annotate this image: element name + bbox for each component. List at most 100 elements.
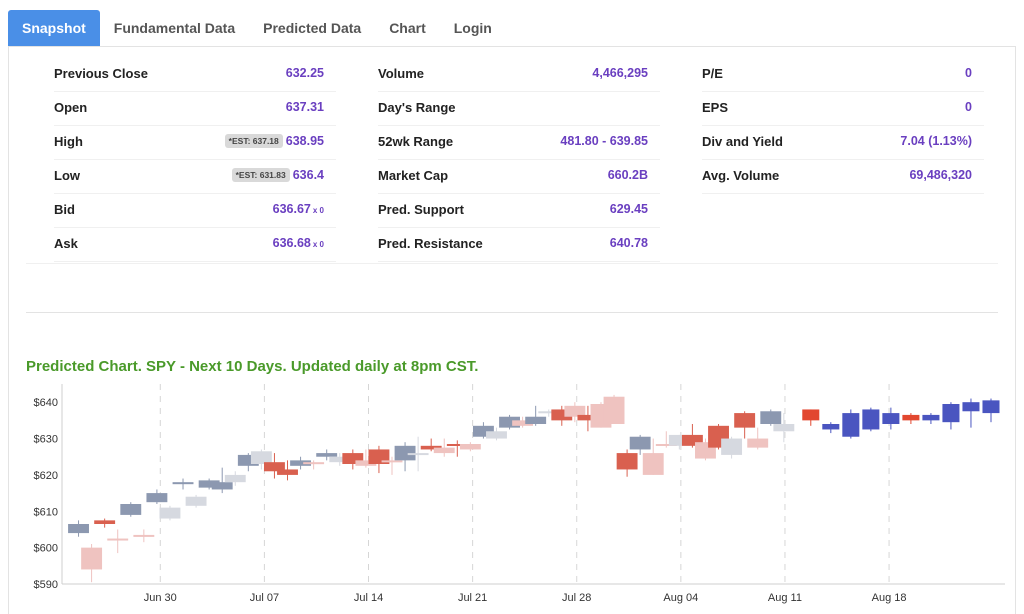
stats-column-3: P/E 0 EPS 0 Div and Yield 7.04 (1.13%) Avg. Vo… <box>702 58 984 194</box>
y-tick-label: $590 <box>34 579 58 591</box>
candle-body <box>499 416 520 428</box>
stat-row-high: High *EST: 637.18 638.95 <box>54 126 336 160</box>
stat-row-open: Open 637.31 <box>54 92 336 126</box>
stat-value: 636.68 <box>272 236 311 250</box>
stat-value: 0 <box>965 100 972 114</box>
stats-column-2: Volume 4,466,295 Day's Range 52wk Range 481.… <box>378 58 660 262</box>
tab-fundamental-data[interactable]: Fundamental Data <box>113 20 236 36</box>
candle-body <box>962 402 980 412</box>
stat-value: 638.95 <box>285 134 324 148</box>
x-tick-label: Aug 04 <box>663 592 698 604</box>
stat-value: 640.78 <box>609 236 648 250</box>
y-tick-label: $620 <box>34 470 58 482</box>
candle-body <box>551 409 573 421</box>
candle-body <box>842 413 860 437</box>
x-tick-label: Aug 11 <box>768 592 802 604</box>
stat-label: Div and Yield <box>702 134 783 149</box>
x-tick-label: Jul 28 <box>562 592 591 604</box>
stat-row-eps: EPS 0 <box>702 92 984 126</box>
stat-value: 636.4 <box>292 168 324 182</box>
candle-body <box>185 496 207 506</box>
candle-body <box>668 434 690 446</box>
stats-divider <box>26 263 998 264</box>
stat-label: High <box>54 134 83 149</box>
tab-snapshot[interactable]: Snapshot <box>8 10 100 46</box>
candle-body <box>603 396 625 424</box>
candle-body <box>629 436 651 450</box>
candle-body <box>198 480 220 488</box>
stat-row-ask: Ask 636.68 x 0 <box>54 228 336 262</box>
stat-value-wrap: 7.04 (1.13%) <box>900 134 972 148</box>
stat-row--wk-range: 52wk Range 481.80 - 639.85 <box>378 126 660 160</box>
stat-label: Avg. Volume <box>702 168 780 183</box>
stat-row-avg-volume: Avg. Volume 69,486,320 <box>702 160 984 194</box>
candle-body <box>433 447 455 454</box>
candle-body <box>747 438 769 448</box>
tab-predicted-data[interactable]: Predicted Data <box>263 20 362 36</box>
tab-login[interactable]: Login <box>453 20 492 36</box>
stat-value-wrap: 660.2B <box>608 168 648 182</box>
candle-body <box>381 460 403 463</box>
candle-body <box>802 409 820 421</box>
stat-value-wrap: 4,466,295 <box>592 66 648 80</box>
stat-label: Pred. Resistance <box>378 236 483 251</box>
stat-value: 629.45 <box>609 202 648 216</box>
stat-value: 7.04 (1.13%) <box>900 134 972 148</box>
tab-chart[interactable]: Chart <box>389 20 426 36</box>
x-tick-label: Jul 14 <box>354 592 383 604</box>
stat-value-wrap: 69,486,320 <box>909 168 972 182</box>
candle-body <box>211 482 233 490</box>
candle-body <box>459 444 481 450</box>
candle-body <box>577 414 599 421</box>
candle-body <box>862 409 880 430</box>
stat-value-wrap: 0 <box>965 100 972 114</box>
candle-body <box>316 453 338 457</box>
stat-value-wrap: 629.45 <box>610 202 648 216</box>
candle-body <box>982 400 1000 414</box>
candle-body <box>760 411 782 424</box>
size-suffix: x 0 <box>312 206 324 215</box>
candle-body <box>446 444 468 446</box>
candle-body <box>133 534 155 537</box>
candle-body <box>525 416 547 424</box>
candle-body <box>250 451 272 464</box>
candle-body <box>420 445 442 450</box>
stat-value-wrap: 636.68 x 0 <box>273 236 324 250</box>
stat-value: 637.31 <box>285 100 324 114</box>
stat-label: P/E <box>702 66 723 81</box>
candle-body <box>342 453 364 464</box>
stat-value-wrap: 632.25 <box>286 66 324 80</box>
y-tick-label: $640 <box>34 397 58 409</box>
stat-value: 636.67 <box>272 202 311 216</box>
candle-body <box>94 520 116 524</box>
candle-body <box>146 493 168 503</box>
stat-row-volume: Volume 4,466,295 <box>378 58 660 92</box>
stat-label: Low <box>54 168 80 183</box>
stat-value-wrap: *EST: 637.18 638.95 <box>224 134 324 148</box>
candle-body <box>68 524 89 534</box>
size-suffix: x 0 <box>312 240 324 249</box>
candle-body <box>355 460 377 466</box>
snapshot-panel <box>8 46 1016 614</box>
x-tick-label: Aug 18 <box>872 592 907 604</box>
tab-bar: Snapshot Fundamental Data Predicted Data Ch… <box>8 10 506 47</box>
candle-body <box>159 507 181 519</box>
candle-body <box>172 482 194 485</box>
stat-value: 4,466,295 <box>592 66 648 80</box>
candle-body <box>655 444 677 446</box>
stat-value: 69,486,320 <box>909 168 972 182</box>
candle-body <box>902 414 920 421</box>
candle-body <box>721 438 743 455</box>
candle-body <box>882 413 900 424</box>
candle-body <box>616 453 638 470</box>
candle-body <box>290 460 312 466</box>
stat-row-pred-resistance: Pred. Resistance 640.78 <box>378 228 660 262</box>
estimate-badge: *EST: 631.83 <box>231 168 290 182</box>
stat-value-wrap: 637.31 <box>286 100 324 114</box>
candle-body <box>942 404 960 423</box>
stat-value: 0 <box>965 66 972 80</box>
y-tick-label: $630 <box>34 434 58 446</box>
y-tick-label: $600 <box>34 543 58 555</box>
stat-value-wrap: 481.80 - 639.85 <box>560 134 648 148</box>
stat-label: Day's Range <box>378 100 456 115</box>
